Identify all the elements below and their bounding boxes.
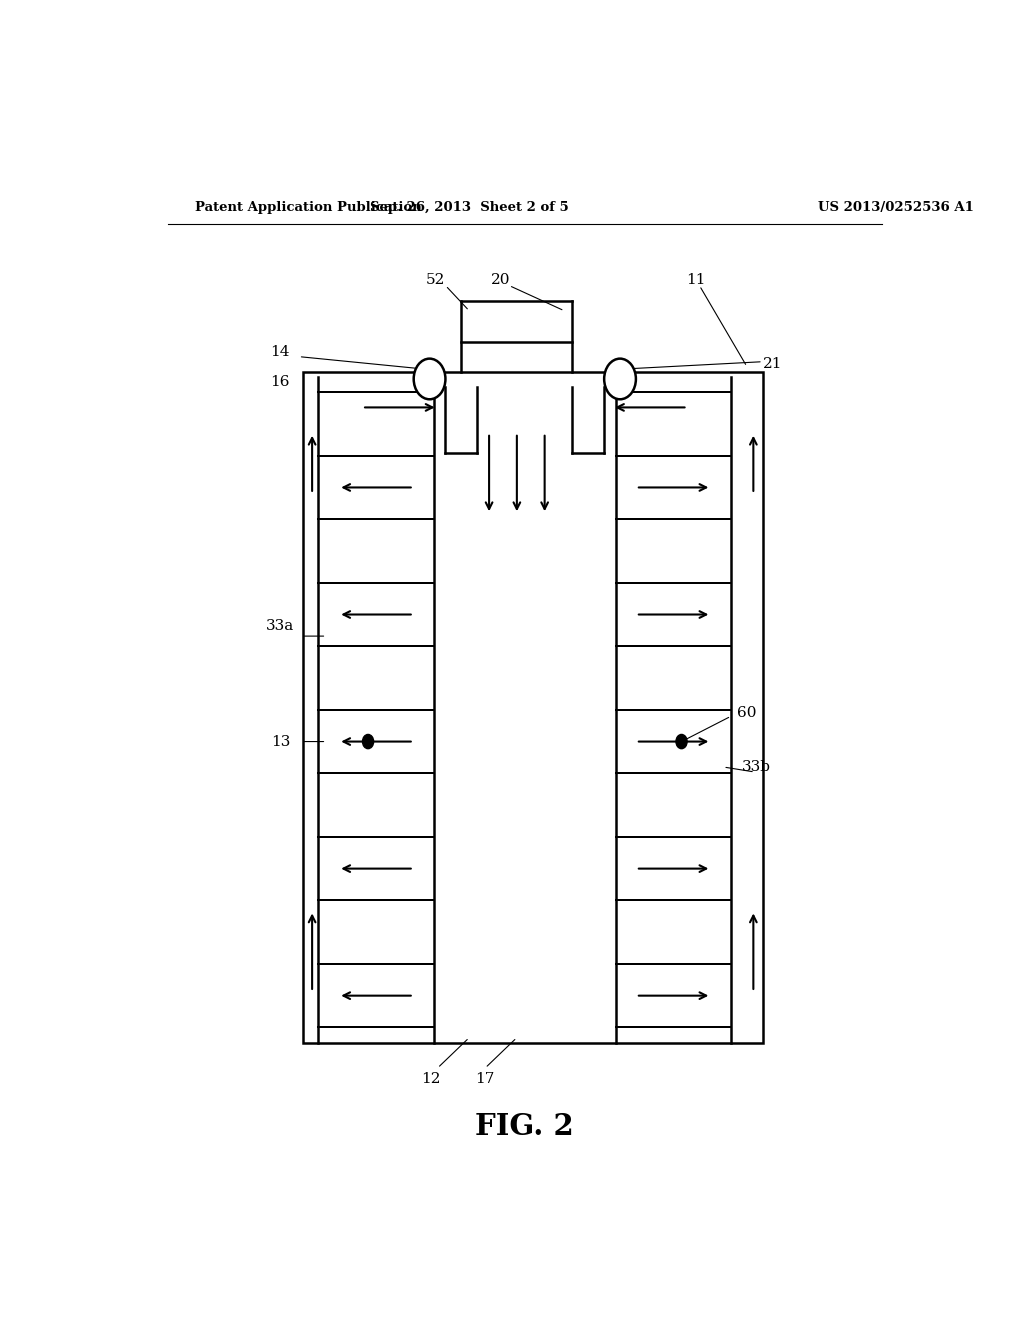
Text: 17: 17	[475, 1072, 495, 1086]
Text: 12: 12	[422, 1072, 441, 1086]
Text: Sep. 26, 2013  Sheet 2 of 5: Sep. 26, 2013 Sheet 2 of 5	[370, 201, 568, 214]
Circle shape	[362, 734, 374, 748]
Circle shape	[604, 359, 636, 399]
Text: 16: 16	[270, 375, 290, 389]
Text: Patent Application Publication: Patent Application Publication	[196, 201, 422, 214]
Text: 52: 52	[426, 273, 445, 288]
Text: 60: 60	[737, 706, 757, 721]
Text: 11: 11	[686, 273, 706, 288]
Bar	[303, 372, 763, 1043]
Text: FIG. 2: FIG. 2	[475, 1111, 574, 1140]
Text: 21: 21	[763, 356, 782, 371]
Text: 20: 20	[492, 273, 511, 288]
Text: 33a: 33a	[266, 619, 295, 634]
Circle shape	[414, 359, 445, 399]
Text: 14: 14	[270, 345, 290, 359]
Text: 13: 13	[270, 734, 290, 748]
Text: 33b: 33b	[742, 760, 771, 774]
Circle shape	[676, 734, 687, 748]
Text: US 2013/0252536 A1: US 2013/0252536 A1	[818, 201, 974, 214]
